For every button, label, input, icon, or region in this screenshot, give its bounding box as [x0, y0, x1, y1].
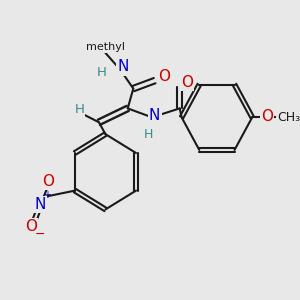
Text: −: − [34, 228, 45, 241]
Text: N: N [35, 197, 46, 212]
Text: methyl: methyl [105, 46, 110, 47]
Text: CH₃: CH₃ [277, 111, 300, 124]
Text: O: O [25, 219, 37, 234]
Text: O: O [158, 69, 170, 84]
Text: O: O [261, 109, 273, 124]
Text: O: O [42, 174, 54, 189]
Text: H: H [143, 128, 153, 141]
Text: N: N [149, 108, 160, 123]
Text: H: H [97, 66, 107, 79]
Text: O: O [181, 75, 193, 90]
Text: +: + [43, 190, 51, 200]
Text: N: N [117, 59, 129, 74]
Text: methyl: methyl [86, 42, 125, 52]
Text: H: H [74, 103, 84, 116]
